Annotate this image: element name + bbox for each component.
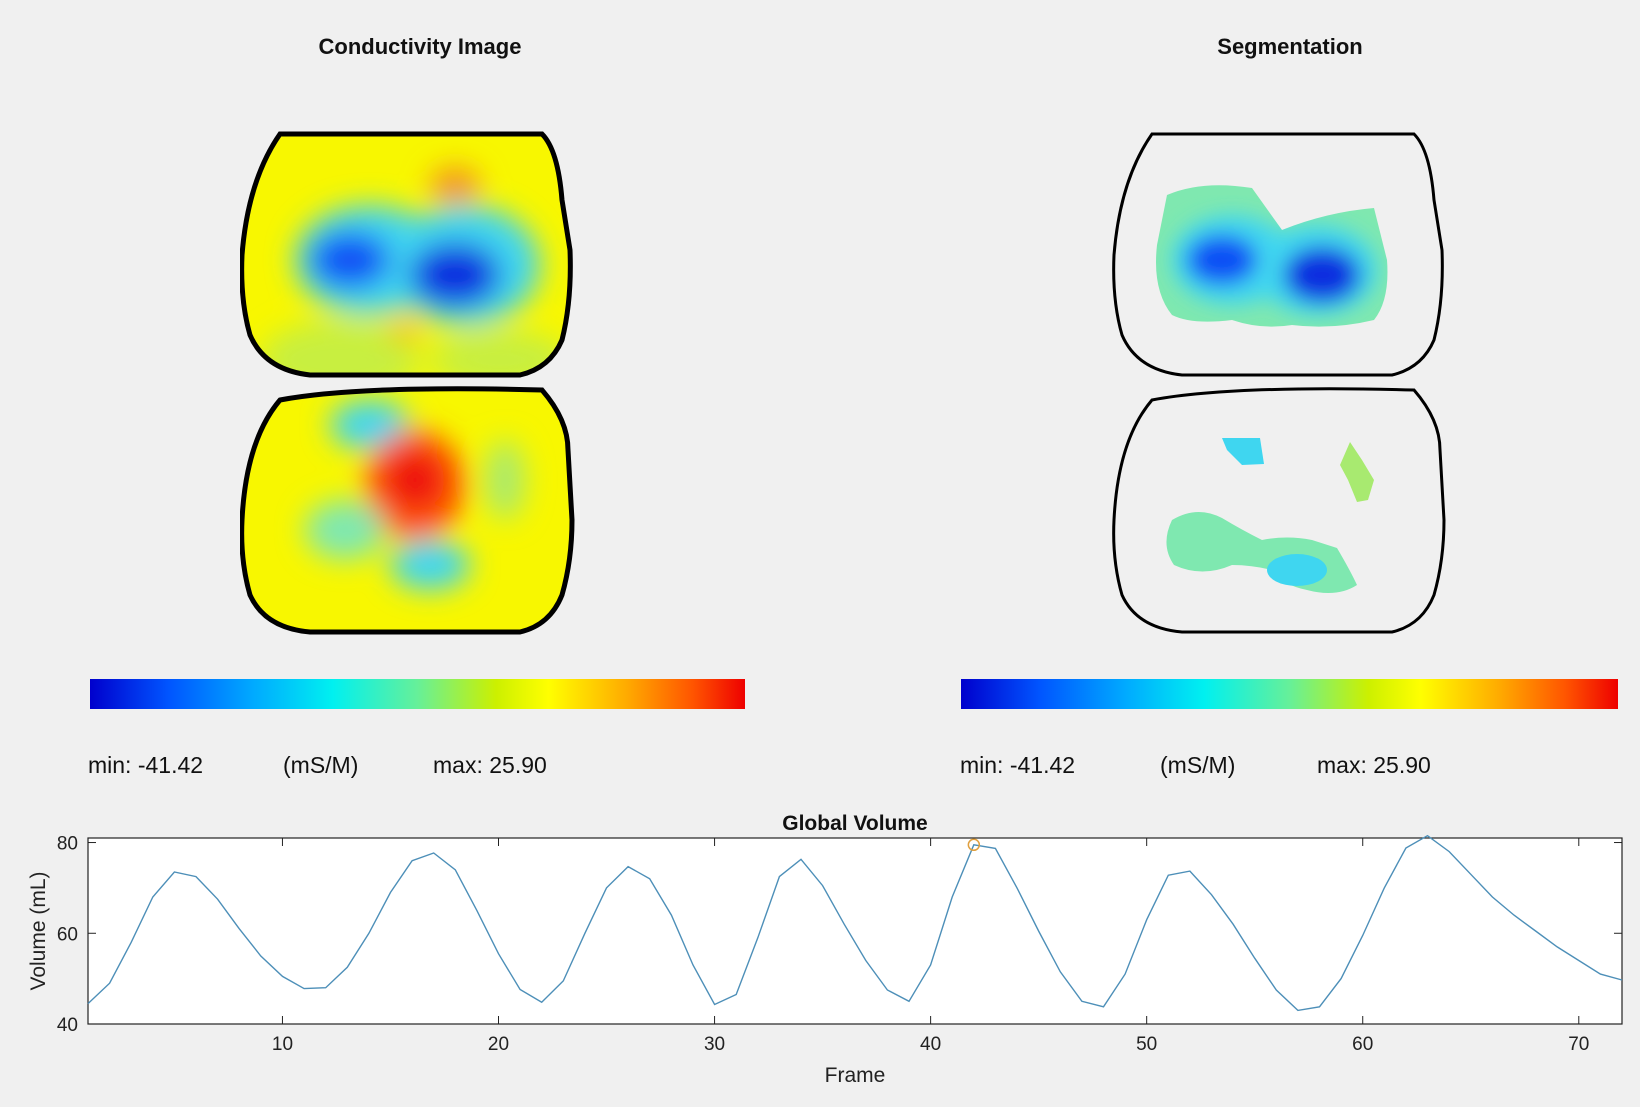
- max-value-left: max: 25.90: [433, 752, 547, 778]
- colorbar-left: [90, 679, 745, 709]
- y-tick-label: 80: [57, 834, 78, 855]
- x-tick-label: 40: [920, 1034, 941, 1055]
- lower-slice: [240, 386, 575, 635]
- upper-slice: [240, 131, 573, 378]
- min-value-left: min: -41.42: [88, 752, 204, 778]
- chart-layer: 10 20 30 40 50 60 70 40 60 80: [57, 834, 1623, 1055]
- plot-area: [87, 837, 1623, 1025]
- min-value-right: min: -41.42: [960, 752, 1076, 778]
- conductivity-image-title: Conductivity Image: [318, 34, 522, 59]
- x-tick-label: 10: [272, 1034, 293, 1055]
- segmented-lungs-lower: [1112, 387, 1446, 634]
- x-tick-label: 70: [1568, 1034, 1589, 1055]
- max-value-right: max: 25.90: [1317, 752, 1431, 778]
- y-tick-label: 40: [57, 1015, 78, 1036]
- segmentation-image: [1112, 132, 1446, 634]
- segmentation-title: Segmentation: [1217, 34, 1363, 59]
- volume-series-line: [87, 834, 1623, 1012]
- segmented-lungs-upper: [1112, 132, 1444, 377]
- units-right: (mS/M): [1160, 752, 1236, 778]
- x-tick-label: 30: [704, 1034, 725, 1055]
- y-tick-label: 60: [57, 924, 78, 945]
- units-left: (mS/M): [283, 752, 359, 778]
- chart-title: Global Volume: [782, 812, 927, 835]
- conductivity-image: [240, 131, 575, 635]
- x-tick-label: 50: [1136, 1034, 1157, 1055]
- global-volume-chart: Global Volume 10 20 30 40 50 60 70 40 60 80 Frame…: [27, 812, 1623, 1087]
- current-frame-marker: [967, 838, 981, 852]
- colorbar-right: [961, 679, 1618, 709]
- x-axis-label: Frame: [825, 1064, 886, 1087]
- x-tick-label: 20: [488, 1034, 509, 1055]
- y-axis-label: Volume (mL): [27, 871, 50, 990]
- x-tick-label: 60: [1352, 1034, 1373, 1055]
